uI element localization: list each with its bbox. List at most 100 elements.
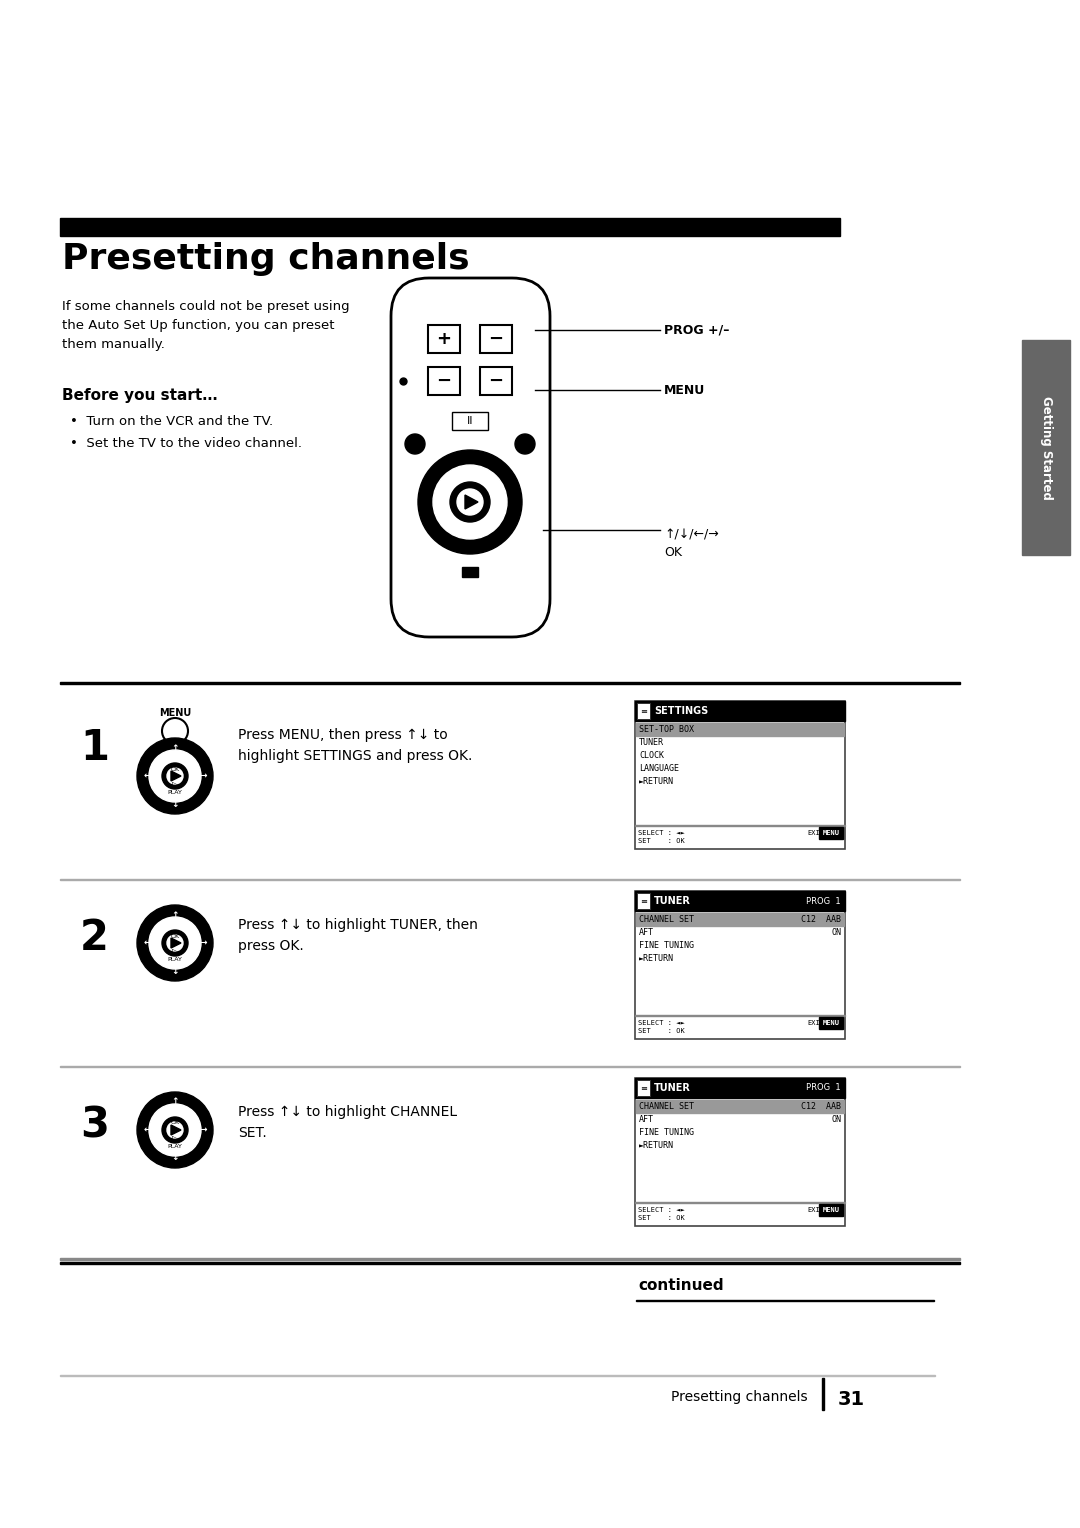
Polygon shape	[171, 938, 181, 947]
Bar	[635, 891, 845, 1039]
Text: 31: 31	[838, 1390, 865, 1409]
Text: ↓: ↓	[172, 1154, 179, 1163]
Text: PROG +/–: PROG +/–	[664, 324, 729, 336]
Text: C12  AAB: C12 AAB	[801, 915, 841, 924]
Bar	[453, 413, 488, 429]
Bar	[60, 219, 840, 235]
Text: SET    : OK: SET : OK	[638, 837, 685, 843]
Text: CHANNEL SET: CHANNEL SET	[639, 915, 694, 924]
Text: MENU: MENU	[823, 830, 839, 836]
Bar	[637, 703, 650, 720]
Text: If some channels could not be preset using
the Auto Set Up function, you can pre: If some channels could not be preset usi…	[62, 299, 350, 351]
Text: FINE TUNING: FINE TUNING	[639, 941, 694, 950]
Bar	[60, 1258, 960, 1261]
Text: ↑/↓/←/→
OK: ↑/↓/←/→ OK	[664, 529, 719, 559]
Text: OK: OK	[171, 934, 179, 938]
Circle shape	[167, 769, 183, 784]
Text: ↓: ↓	[172, 799, 179, 808]
Text: ►RETURN: ►RETURN	[639, 1141, 674, 1151]
Polygon shape	[465, 495, 478, 509]
Text: ▷: ▷	[172, 781, 178, 790]
Text: −: −	[488, 371, 503, 390]
Bar	[480, 367, 512, 396]
Text: II: II	[467, 416, 473, 426]
Text: →: →	[199, 1126, 206, 1134]
Polygon shape	[171, 1125, 181, 1135]
Circle shape	[418, 451, 522, 555]
Text: −: −	[436, 371, 451, 390]
Circle shape	[433, 465, 507, 539]
Text: TUNER: TUNER	[654, 1083, 691, 1093]
Circle shape	[162, 718, 188, 744]
Bar	[60, 1262, 960, 1264]
Bar	[1022, 341, 1070, 555]
Text: →: →	[199, 938, 206, 947]
Text: →: →	[199, 772, 206, 781]
Bar	[428, 367, 460, 396]
Text: MENU: MENU	[159, 707, 191, 718]
Bar	[635, 701, 845, 850]
Text: Press ↑↓ to highlight CHANNEL
SET.: Press ↑↓ to highlight CHANNEL SET.	[238, 1105, 457, 1140]
Circle shape	[515, 434, 535, 454]
Text: ▷: ▷	[172, 1134, 178, 1143]
Text: EXIT: EXIT	[807, 1021, 824, 1025]
Text: LANGUAGE: LANGUAGE	[639, 764, 679, 773]
Bar	[480, 325, 512, 353]
Text: OK: OK	[171, 1120, 179, 1126]
Bar	[635, 1077, 845, 1099]
Text: Press ↑↓ to highlight TUNER, then
press OK.: Press ↑↓ to highlight TUNER, then press …	[238, 918, 477, 952]
Text: ≡: ≡	[640, 897, 647, 906]
Text: Presetting channels: Presetting channels	[62, 241, 470, 277]
Text: 1: 1	[80, 727, 109, 769]
Text: SELECT : ◄►: SELECT : ◄►	[638, 1021, 685, 1025]
Text: Getting Started: Getting Started	[1039, 396, 1053, 500]
Text: CLOCK: CLOCK	[639, 750, 664, 759]
Circle shape	[149, 750, 201, 802]
Circle shape	[137, 905, 213, 981]
Text: ←: ←	[144, 1126, 151, 1134]
Circle shape	[137, 738, 213, 814]
Text: OK: OK	[171, 767, 179, 772]
Bar	[462, 567, 478, 578]
Text: MENU: MENU	[823, 1207, 839, 1213]
Circle shape	[162, 762, 188, 788]
Bar	[635, 891, 845, 911]
Text: PLAY: PLAY	[167, 790, 183, 795]
Text: SET    : OK: SET : OK	[638, 1028, 685, 1034]
Text: ON: ON	[831, 927, 841, 937]
Text: SELECT : ◄►: SELECT : ◄►	[638, 830, 685, 836]
Text: ►RETURN: ►RETURN	[639, 778, 674, 785]
FancyBboxPatch shape	[391, 278, 550, 637]
Text: PROG  1: PROG 1	[807, 1083, 841, 1093]
Text: TUNER: TUNER	[654, 895, 691, 906]
Text: AFT: AFT	[639, 927, 654, 937]
Text: ≡: ≡	[640, 706, 647, 715]
Text: TUNER: TUNER	[639, 738, 664, 747]
Text: ←: ←	[144, 938, 151, 947]
Text: EXIT: EXIT	[807, 830, 824, 836]
Bar	[635, 701, 845, 721]
Circle shape	[167, 1122, 183, 1138]
Text: CHANNEL SET: CHANNEL SET	[639, 1102, 694, 1111]
Text: SET    : OK: SET : OK	[638, 1215, 685, 1221]
Text: PLAY: PLAY	[167, 957, 183, 961]
Text: ≡: ≡	[640, 1083, 647, 1093]
Text: ↑: ↑	[172, 1097, 179, 1106]
Circle shape	[149, 1105, 201, 1157]
Circle shape	[162, 1117, 188, 1143]
Circle shape	[167, 935, 183, 950]
Text: ↑: ↑	[172, 744, 179, 752]
Text: 3: 3	[80, 1105, 109, 1146]
Text: MENU: MENU	[823, 1021, 839, 1025]
Text: Presetting channels: Presetting channels	[672, 1390, 808, 1404]
Text: PROG  1: PROG 1	[807, 897, 841, 906]
Bar	[636, 1100, 843, 1112]
Bar	[636, 723, 843, 736]
Text: continued: continued	[638, 1277, 724, 1293]
Bar	[637, 892, 650, 909]
Circle shape	[450, 481, 490, 523]
Text: ↑: ↑	[172, 911, 179, 920]
Text: +: +	[436, 330, 451, 348]
Text: AFT: AFT	[639, 1115, 654, 1125]
Polygon shape	[171, 772, 181, 781]
